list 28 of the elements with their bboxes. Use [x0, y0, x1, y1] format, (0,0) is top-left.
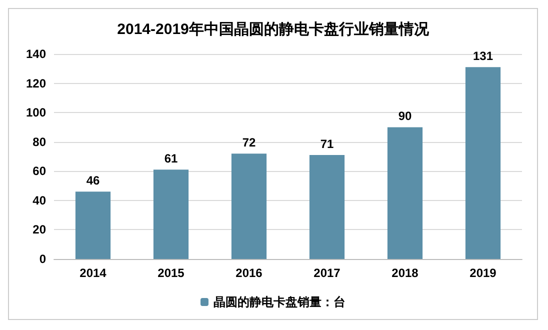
y-tick-label: 0 — [39, 252, 46, 266]
x-tick-label: 2014 — [80, 266, 107, 280]
bar — [465, 67, 501, 259]
bar — [75, 192, 111, 259]
y-tick-label: 100 — [26, 106, 46, 120]
data-label: 46 — [86, 174, 100, 188]
data-label: 61 — [164, 152, 178, 166]
data-label: 71 — [320, 137, 334, 152]
y-tick-label: 60 — [32, 164, 46, 178]
x-tick-label: 2015 — [158, 266, 185, 280]
bar — [231, 154, 267, 259]
y-tick-label: 20 — [32, 222, 46, 237]
x-tick-label: 2017 — [314, 266, 341, 280]
y-tick-label: 40 — [32, 193, 46, 208]
bar — [153, 170, 189, 259]
data-label: 131 — [472, 49, 494, 64]
x-tick-label: 2016 — [236, 266, 263, 280]
data-label: 90 — [398, 109, 412, 124]
x-tick-label: 2018 — [392, 266, 419, 280]
x-tick-label: 2019 — [470, 266, 497, 280]
bar — [309, 155, 345, 259]
y-tick-label: 140 — [26, 47, 46, 61]
data-label: 72 — [242, 136, 256, 150]
y-tick-label: 120 — [26, 76, 46, 90]
bar — [387, 127, 423, 259]
y-tick-label: 80 — [32, 134, 46, 149]
legend-label: 晶圆的静电卡盘销量：台 — [214, 295, 346, 309]
chart-title: 2014-2019年中国晶圆的静电卡盘行业销量情况 — [117, 21, 430, 38]
